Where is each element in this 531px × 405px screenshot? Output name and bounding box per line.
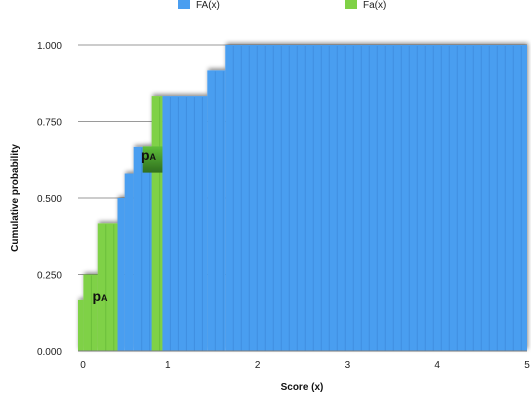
y-tick-label: 0.250	[37, 271, 62, 282]
x-axis-label: Score (x)	[281, 382, 324, 393]
fa-step-bar	[151, 96, 163, 352]
x-tick-label: 4	[434, 360, 440, 371]
x-tick-label: 5	[524, 360, 530, 371]
FA-step-bar	[207, 70, 226, 351]
x-tick-label: 3	[345, 360, 351, 371]
fa-step-bar	[78, 299, 84, 351]
y-tick-label: 0.750	[37, 118, 62, 129]
y-tick-label: 1.000	[37, 41, 62, 52]
FA-step-bar	[117, 198, 125, 351]
fa-step-bar	[97, 223, 118, 351]
x-tick-label: 1	[165, 360, 171, 371]
legend-label: Fa(x)	[363, 0, 386, 11]
FA-step-bar	[225, 45, 527, 351]
y-tick-label: 0.000	[37, 347, 62, 358]
FA-step-bar	[124, 173, 134, 351]
fa-step-bar	[83, 274, 98, 351]
y-tick-label: 0.500	[37, 194, 62, 205]
y-axis-label: Cumulative probability	[10, 144, 21, 252]
legend: FA(x) Fa(x)	[178, 0, 386, 11]
axes: 0.000 0.250 0.500 0.750 1.000 0 1 2 3 4 5	[37, 41, 530, 371]
FA-step-bar	[162, 96, 208, 352]
pa-highlight-region	[142, 146, 163, 173]
annotation-subscript: A	[150, 152, 157, 162]
legend-swatch	[178, 0, 190, 9]
x-tick-label: 0	[80, 360, 86, 371]
plot-area	[78, 45, 527, 352]
legend-label: FA(x)	[196, 0, 220, 11]
annotation-subscript: A	[101, 293, 108, 303]
x-tick-label: 2	[255, 360, 261, 371]
legend-swatch	[345, 0, 357, 9]
